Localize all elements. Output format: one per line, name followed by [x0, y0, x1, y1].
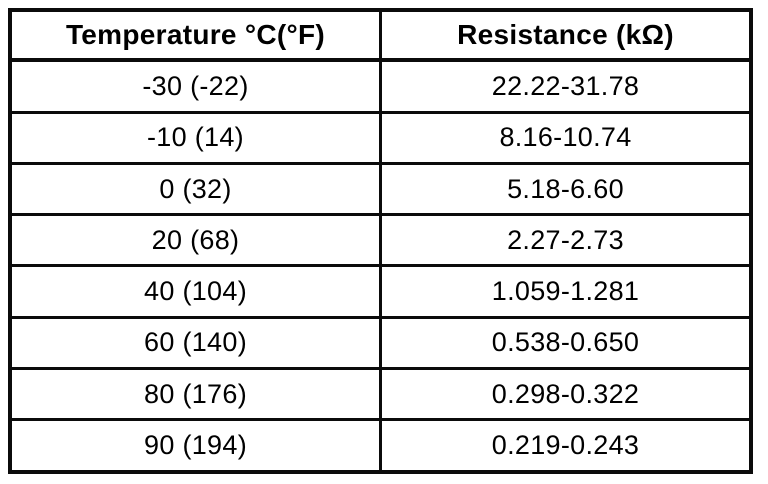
- table-row: 0 (32) 5.18-6.60: [8, 161, 753, 217]
- resistance-cell: 0.538-0.650: [379, 315, 753, 371]
- column-header-temperature: Temperature °C(°F): [8, 8, 382, 62]
- resistance-cell: 0.298-0.322: [379, 367, 753, 422]
- temperature-cell: 0 (32): [8, 161, 382, 217]
- temperature-cell: 90 (194): [8, 418, 382, 474]
- table-row: 80 (176) 0.298-0.322: [8, 367, 753, 422]
- temperature-cell: 40 (104): [8, 264, 382, 319]
- column-header-resistance: Resistance (kΩ): [379, 8, 753, 62]
- table-row: 90 (194) 0.219-0.243: [8, 418, 753, 474]
- resistance-cell: 5.18-6.60: [379, 161, 753, 217]
- table-row: 40 (104) 1.059-1.281: [8, 264, 753, 319]
- resistance-cell: 8.16-10.74: [379, 110, 753, 165]
- resistance-cell: 1.059-1.281: [379, 264, 753, 319]
- table-row: 20 (68) 2.27-2.73: [8, 213, 753, 268]
- table-row: 60 (140) 0.538-0.650: [8, 315, 753, 371]
- resistance-cell: 22.22-31.78: [379, 58, 753, 114]
- resistance-cell: 0.219-0.243: [379, 418, 753, 474]
- header-row: Temperature °C(°F) Resistance (kΩ): [8, 8, 753, 62]
- table-row: -10 (14) 8.16-10.74: [8, 110, 753, 165]
- temperature-cell: -30 (-22): [8, 58, 382, 114]
- temperature-resistance-table: Temperature °C(°F) Resistance (kΩ) -30 (…: [8, 8, 753, 474]
- table-row: -30 (-22) 22.22-31.78: [8, 58, 753, 114]
- temperature-cell: 80 (176): [8, 367, 382, 422]
- temperature-cell: -10 (14): [8, 110, 382, 165]
- resistance-cell: 2.27-2.73: [379, 213, 753, 268]
- temperature-cell: 20 (68): [8, 213, 382, 268]
- temperature-cell: 60 (140): [8, 315, 382, 371]
